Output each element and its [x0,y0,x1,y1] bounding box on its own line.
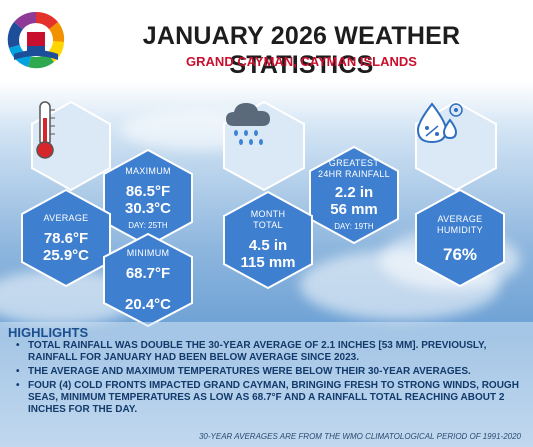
footnote: 30-YEAR AVERAGES ARE FROM THE WMO CLIMAT… [198,432,521,441]
greatest-mm: 56 mm [330,201,378,218]
header: JANUARY 2026 WEATHER STATISTICS GRAND CA… [0,0,533,90]
humidity-value: 76% [442,244,478,264]
highlights-title: HIGHLIGHTS [8,325,89,340]
greatest-in: 2.2 in [334,184,374,201]
page-title: JANUARY 2026 WEATHER STATISTICS [142,22,461,79]
month-rainfall-tile: MONTH TOTAL 4.5 in 115 mm [222,190,314,290]
humidity-icon-tile [414,100,498,192]
minimum-temperature-tile: MINIMUM 68.7°F 20.4°C [102,232,194,328]
month-mm: 115 mm [240,254,296,271]
average-c: 25.9°C [42,246,90,264]
greatest-rainfall-tile: GREATEST 24HR RAINFALL 2.2 in 56 mm DAY:… [308,145,400,245]
highlight-item: TOTAL RAINFALL WAS DOUBLE THE 30-YEAR AV… [14,340,524,364]
month-label: MONTH TOTAL [250,209,286,230]
maximum-day: DAY: 25TH [128,220,168,230]
maximum-temperature-tile: MAXIMUM 86.5°F 30.3°C DAY: 25TH [102,148,194,248]
maximum-c: 30.3°C [124,199,172,217]
average-f: 78.6°F [43,229,89,247]
thermometer-tile [30,100,112,192]
minimum-c: 20.4°C [124,295,172,313]
highlights-list: TOTAL RAINFALL WAS DOUBLE THE 30-YEAR AV… [14,340,524,418]
greatest-day: DAY: 19TH [334,222,374,231]
maximum-label: MAXIMUM [125,165,171,176]
average-temperature-tile: AVERAGE 78.6°F 25.9°C [20,188,112,288]
greatest-label: GREATEST 24HR RAINFALL [318,158,390,179]
minimum-f: 68.7°F [125,264,171,282]
rain-icon-tile [222,100,306,192]
average-label: AVERAGE [43,212,89,223]
highlight-item: THE AVERAGE AND MAXIMUM TEMPERATURES WER… [14,366,524,378]
highlight-item: FOUR (4) COLD FRONTS IMPACTED GRAND CAYM… [14,380,524,416]
government-logo [6,10,66,70]
page-subtitle: GRAND CAYMAN, CAYMAN ISLANDS [186,54,417,69]
minimum-label: MINIMUM [126,247,170,258]
humidity-tile: AVERAGE HUMIDITY 76% [414,188,506,288]
month-in: 4.5 in [248,237,288,254]
highlights-panel: HIGHLIGHTS TOTAL RAINFALL WAS DOUBLE THE… [0,322,533,447]
maximum-f: 86.5°F [125,182,171,200]
humidity-label: AVERAGE HUMIDITY [437,213,483,235]
